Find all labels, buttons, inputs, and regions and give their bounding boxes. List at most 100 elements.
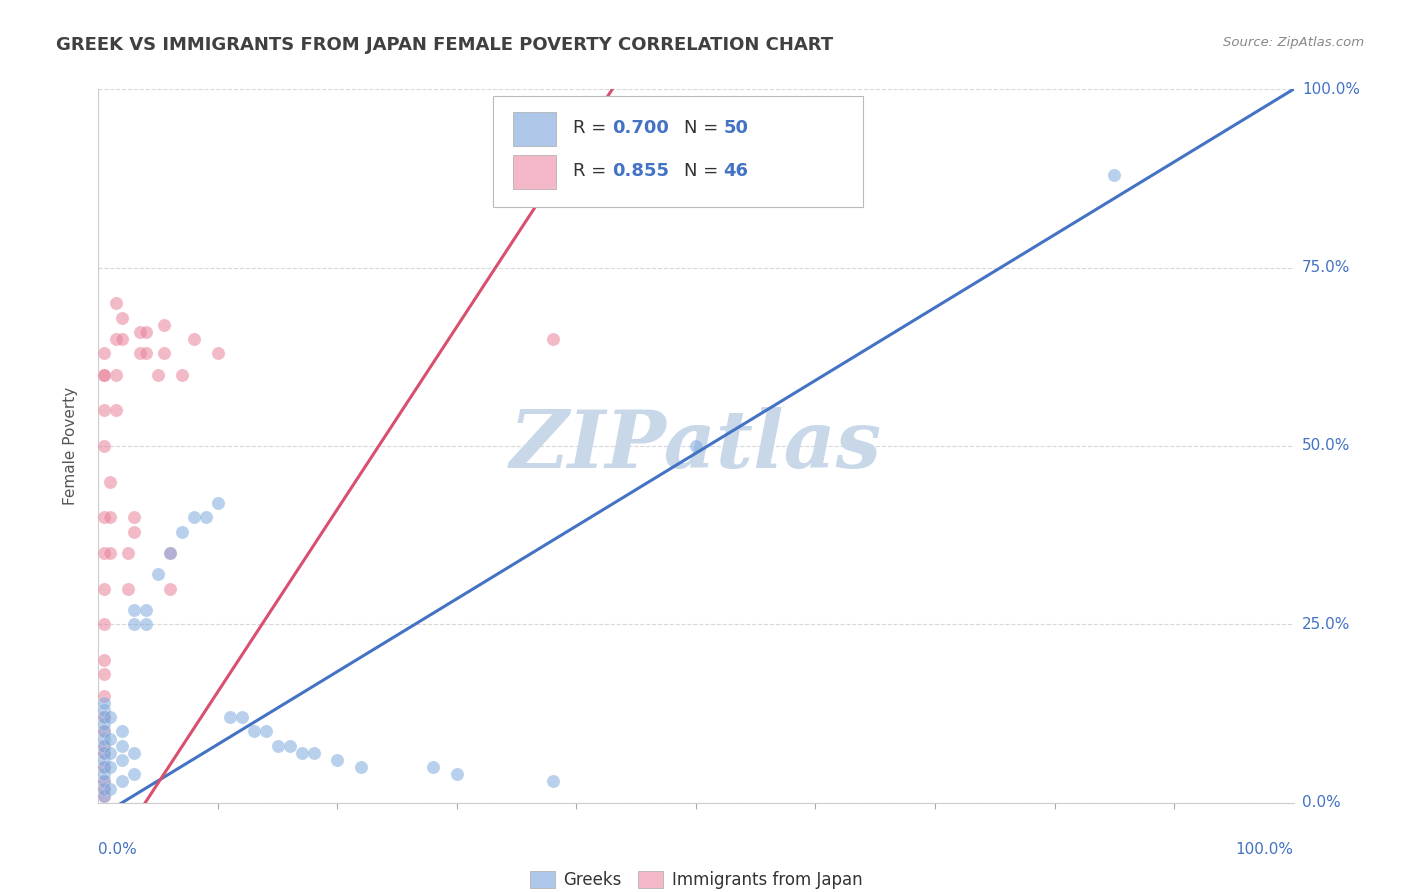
- Point: [93, 789, 115, 803]
- Point: [93, 710, 115, 724]
- Point: [111, 724, 134, 739]
- Point: [326, 753, 349, 767]
- Text: 75.0%: 75.0%: [1302, 260, 1350, 275]
- Point: [541, 774, 564, 789]
- Point: [685, 439, 707, 453]
- Point: [172, 524, 194, 539]
- Point: [93, 653, 115, 667]
- Point: [153, 346, 176, 360]
- Point: [124, 510, 146, 524]
- Point: [231, 710, 253, 724]
- Legend: Greeks, Immigrants from Japan: Greeks, Immigrants from Japan: [523, 864, 869, 892]
- Point: [105, 368, 128, 382]
- Point: [350, 760, 373, 774]
- Point: [302, 746, 325, 760]
- Point: [117, 582, 139, 596]
- Point: [124, 524, 146, 539]
- FancyBboxPatch shape: [513, 112, 557, 146]
- Point: [93, 767, 115, 781]
- Point: [93, 582, 115, 596]
- Point: [93, 731, 115, 746]
- Point: [290, 746, 312, 760]
- Point: [207, 346, 229, 360]
- Point: [111, 774, 134, 789]
- Text: Source: ZipAtlas.com: Source: ZipAtlas.com: [1223, 36, 1364, 49]
- Text: N =: N =: [685, 120, 724, 137]
- Point: [254, 724, 277, 739]
- Point: [541, 332, 564, 346]
- Point: [98, 746, 122, 760]
- Text: 0.0%: 0.0%: [98, 842, 138, 857]
- Point: [129, 346, 152, 360]
- Text: 100.0%: 100.0%: [1236, 842, 1294, 857]
- Point: [93, 546, 115, 560]
- Point: [135, 603, 157, 617]
- Point: [159, 546, 181, 560]
- Point: [93, 746, 115, 760]
- Point: [98, 760, 122, 774]
- Point: [148, 368, 170, 382]
- Point: [111, 739, 134, 753]
- Point: [93, 510, 115, 524]
- Point: [98, 475, 122, 489]
- Point: [446, 767, 468, 781]
- Point: [194, 510, 217, 524]
- Text: R =: R =: [572, 120, 612, 137]
- Point: [93, 368, 115, 382]
- Point: [93, 717, 115, 731]
- Point: [124, 603, 146, 617]
- Point: [267, 739, 290, 753]
- Point: [159, 546, 181, 560]
- Point: [98, 510, 122, 524]
- Point: [135, 346, 157, 360]
- FancyBboxPatch shape: [513, 155, 557, 189]
- Point: [93, 368, 115, 382]
- Text: 0.700: 0.700: [613, 120, 669, 137]
- Point: [93, 753, 115, 767]
- Point: [93, 724, 115, 739]
- Point: [172, 368, 194, 382]
- Point: [117, 546, 139, 560]
- Point: [135, 617, 157, 632]
- Point: [422, 760, 444, 774]
- Point: [153, 318, 176, 332]
- Text: GREEK VS IMMIGRANTS FROM JAPAN FEMALE POVERTY CORRELATION CHART: GREEK VS IMMIGRANTS FROM JAPAN FEMALE PO…: [56, 36, 834, 54]
- Point: [207, 496, 229, 510]
- Point: [93, 696, 115, 710]
- Text: ZIPatlas: ZIPatlas: [510, 408, 882, 484]
- Point: [93, 781, 115, 796]
- Point: [243, 724, 266, 739]
- Point: [111, 332, 134, 346]
- Point: [93, 760, 115, 774]
- Point: [93, 774, 115, 789]
- Point: [98, 731, 122, 746]
- Point: [105, 403, 128, 417]
- Point: [159, 582, 181, 596]
- Point: [98, 781, 122, 796]
- Point: [93, 746, 115, 760]
- Text: 25.0%: 25.0%: [1302, 617, 1350, 632]
- Point: [105, 332, 128, 346]
- Point: [124, 617, 146, 632]
- Point: [93, 703, 115, 717]
- Point: [93, 789, 115, 803]
- Point: [93, 403, 115, 417]
- Point: [148, 567, 170, 582]
- Point: [135, 325, 157, 339]
- Point: [111, 753, 134, 767]
- Point: [93, 689, 115, 703]
- Point: [93, 439, 115, 453]
- Text: 46: 46: [724, 162, 748, 180]
- Point: [93, 724, 115, 739]
- Text: 0.855: 0.855: [613, 162, 669, 180]
- Point: [93, 739, 115, 753]
- FancyBboxPatch shape: [494, 96, 863, 207]
- Point: [124, 746, 146, 760]
- Point: [124, 767, 146, 781]
- Point: [93, 774, 115, 789]
- Text: 0.0%: 0.0%: [1302, 796, 1340, 810]
- Point: [93, 667, 115, 681]
- Y-axis label: Female Poverty: Female Poverty: [63, 387, 77, 505]
- Text: N =: N =: [685, 162, 724, 180]
- Point: [98, 546, 122, 560]
